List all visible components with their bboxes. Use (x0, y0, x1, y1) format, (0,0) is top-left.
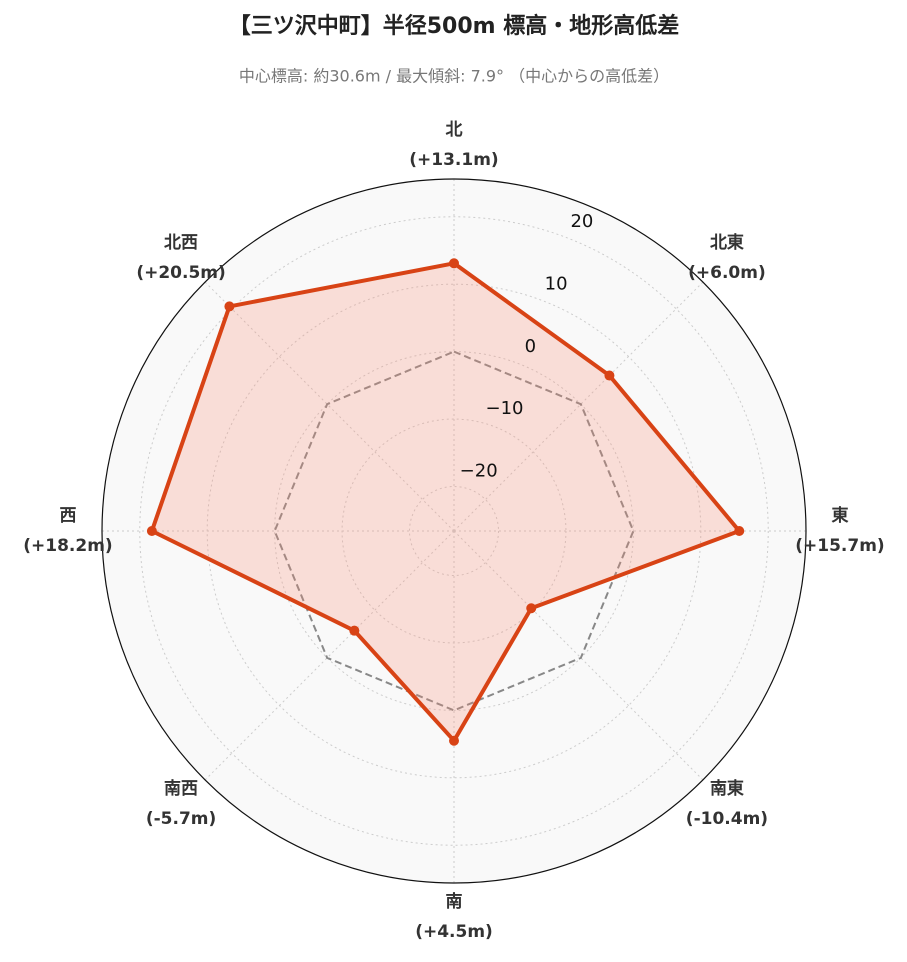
r-tick-label: 0 (525, 336, 536, 357)
data-point (349, 625, 360, 636)
grid-ring (274, 351, 634, 711)
data-point (224, 301, 235, 312)
r-tick-label: −10 (485, 398, 523, 419)
reference-line (273, 350, 635, 712)
grid-spoke (453, 281, 704, 532)
category-label: 南 (446, 891, 463, 912)
value-label: (-5.7m) (146, 809, 216, 829)
value-label: (+20.5m) (136, 263, 225, 283)
data-point (604, 370, 615, 381)
category-label: 西 (60, 506, 77, 526)
grid-spoke (453, 530, 704, 781)
r-tick-label: −20 (460, 460, 498, 481)
grid-spoke (204, 530, 455, 781)
data-point (526, 603, 537, 614)
chart-title: 【三ツ沢中町】半径500m 標高・地形高低差 (229, 13, 680, 39)
grid-ring (139, 216, 769, 846)
category-label: 南西 (164, 778, 198, 799)
value-label: (+15.7m) (795, 536, 884, 556)
value-label: (+4.5m) (415, 922, 493, 942)
data-point (146, 526, 157, 536)
category-label: 東 (832, 505, 849, 526)
category-label: 北西 (164, 233, 198, 253)
data-point (449, 735, 459, 746)
grid-spoke (204, 281, 455, 532)
value-label: (+13.1m) (409, 150, 498, 170)
data-point (449, 258, 459, 269)
chart-subtitle: 中心標高: 約30.6m / 最大傾斜: 7.9° （中心からの高低差） (239, 67, 669, 86)
value-label: (+6.0m) (688, 263, 766, 283)
data-point (734, 526, 745, 536)
category-label: 北東 (710, 232, 744, 253)
category-label: 北 (446, 120, 463, 140)
value-label: (-10.4m) (686, 809, 768, 829)
plot-border (101, 178, 807, 884)
r-tick-label: 10 (545, 274, 568, 295)
grid-ring (408, 485, 500, 577)
r-tick-label: 20 (570, 211, 593, 232)
category-label: 南東 (710, 778, 744, 799)
value-label: (+18.2m) (23, 536, 112, 556)
